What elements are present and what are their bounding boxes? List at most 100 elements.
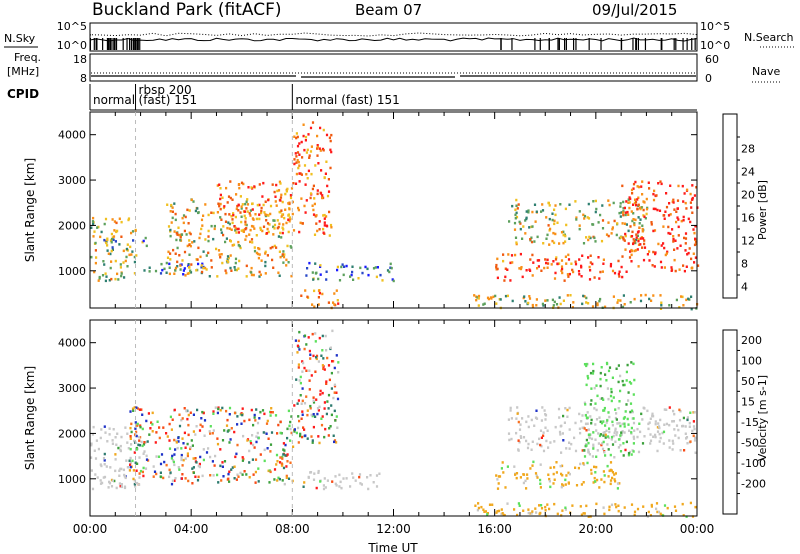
range-cell — [682, 514, 685, 517]
range-cell — [562, 241, 565, 245]
range-cell — [287, 230, 290, 234]
range-cell — [286, 427, 289, 431]
range-cell — [240, 422, 243, 425]
range-cell — [513, 221, 517, 225]
range-cell — [192, 457, 195, 460]
range-cell — [637, 203, 640, 207]
range-cell — [659, 512, 662, 516]
range-cell — [508, 220, 511, 223]
range-cell — [315, 214, 318, 217]
range-cell — [316, 407, 320, 410]
range-cell — [237, 475, 240, 478]
range-cell — [224, 240, 227, 244]
range-cell — [273, 478, 276, 481]
range-cell — [483, 510, 486, 513]
range-cell — [517, 449, 520, 452]
range-cell — [585, 236, 588, 239]
range-cell — [627, 229, 630, 233]
range-cell — [114, 436, 117, 439]
station-title: Buckland Park (fitACF) — [92, 0, 282, 20]
range-cell — [641, 193, 644, 196]
range-cell — [600, 239, 604, 243]
range-cell — [547, 201, 550, 205]
range-cell — [617, 509, 620, 513]
range-cell — [338, 473, 341, 477]
range-cell — [477, 506, 480, 510]
range-cell — [325, 412, 328, 416]
range-cell — [649, 514, 652, 517]
range-cell — [610, 469, 613, 472]
range-cell — [180, 418, 183, 422]
range-cell — [248, 212, 251, 215]
range-cell — [155, 455, 158, 458]
range-cell — [176, 265, 179, 268]
range-cell — [334, 475, 337, 478]
range-cell — [571, 306, 574, 309]
range-cell — [253, 185, 256, 188]
range-cell — [293, 404, 296, 407]
range-cell — [188, 272, 191, 275]
range-cell — [584, 422, 588, 426]
range-cell — [241, 413, 244, 417]
range-cell — [336, 299, 339, 302]
range-cell — [648, 259, 651, 262]
range-cell — [668, 406, 671, 409]
range-cell — [517, 420, 520, 424]
range-cell — [692, 425, 696, 428]
range-cell — [174, 252, 177, 255]
range-cell — [122, 261, 125, 264]
range-cell — [655, 507, 658, 511]
range-cell — [684, 232, 688, 235]
range-cell — [319, 192, 323, 195]
range-cell — [656, 430, 660, 433]
range-cell — [273, 468, 277, 471]
range-cell — [323, 401, 326, 404]
range-cell — [536, 235, 539, 239]
range-cell — [171, 479, 174, 482]
range-cell — [265, 232, 269, 235]
range-cell — [672, 235, 675, 238]
range-cell — [528, 226, 531, 229]
range-cell — [308, 379, 311, 382]
range-cell — [673, 248, 676, 251]
range-cell — [124, 476, 127, 480]
range-cell — [265, 219, 268, 222]
range-cell — [612, 201, 615, 205]
range-cell — [240, 181, 244, 185]
range-cell — [509, 409, 512, 412]
range-cell — [233, 430, 236, 434]
range-cell — [605, 429, 608, 433]
range-cell — [233, 477, 236, 480]
range-cell — [572, 301, 575, 304]
range-cell — [545, 216, 548, 219]
range-cell — [149, 427, 152, 430]
range-cell — [391, 278, 394, 281]
range-cell — [667, 231, 670, 235]
range-cell — [241, 203, 244, 206]
range-cell — [602, 506, 605, 509]
range-cell — [138, 435, 141, 439]
freq-label: Freq. — [14, 51, 41, 64]
range-cell — [244, 220, 247, 223]
range-cell — [337, 371, 340, 374]
range-cell — [133, 406, 136, 409]
range-cell — [546, 503, 549, 506]
range-cell — [534, 472, 538, 475]
range-cell — [593, 276, 596, 279]
range-cell — [129, 410, 132, 413]
range-cell — [105, 275, 108, 278]
range-cell — [693, 439, 697, 442]
range-cell — [531, 225, 534, 228]
range-cell — [657, 182, 660, 185]
range-cell — [307, 336, 310, 339]
range-cell — [171, 216, 174, 220]
range-cell — [684, 425, 687, 428]
range-cell — [201, 474, 204, 478]
range-cell — [246, 203, 250, 206]
range-cell — [548, 507, 551, 511]
range-cell — [638, 226, 641, 229]
range-cell — [540, 210, 543, 213]
range-cell — [587, 448, 590, 452]
range-cell — [603, 512, 606, 516]
range-cell — [131, 459, 134, 463]
